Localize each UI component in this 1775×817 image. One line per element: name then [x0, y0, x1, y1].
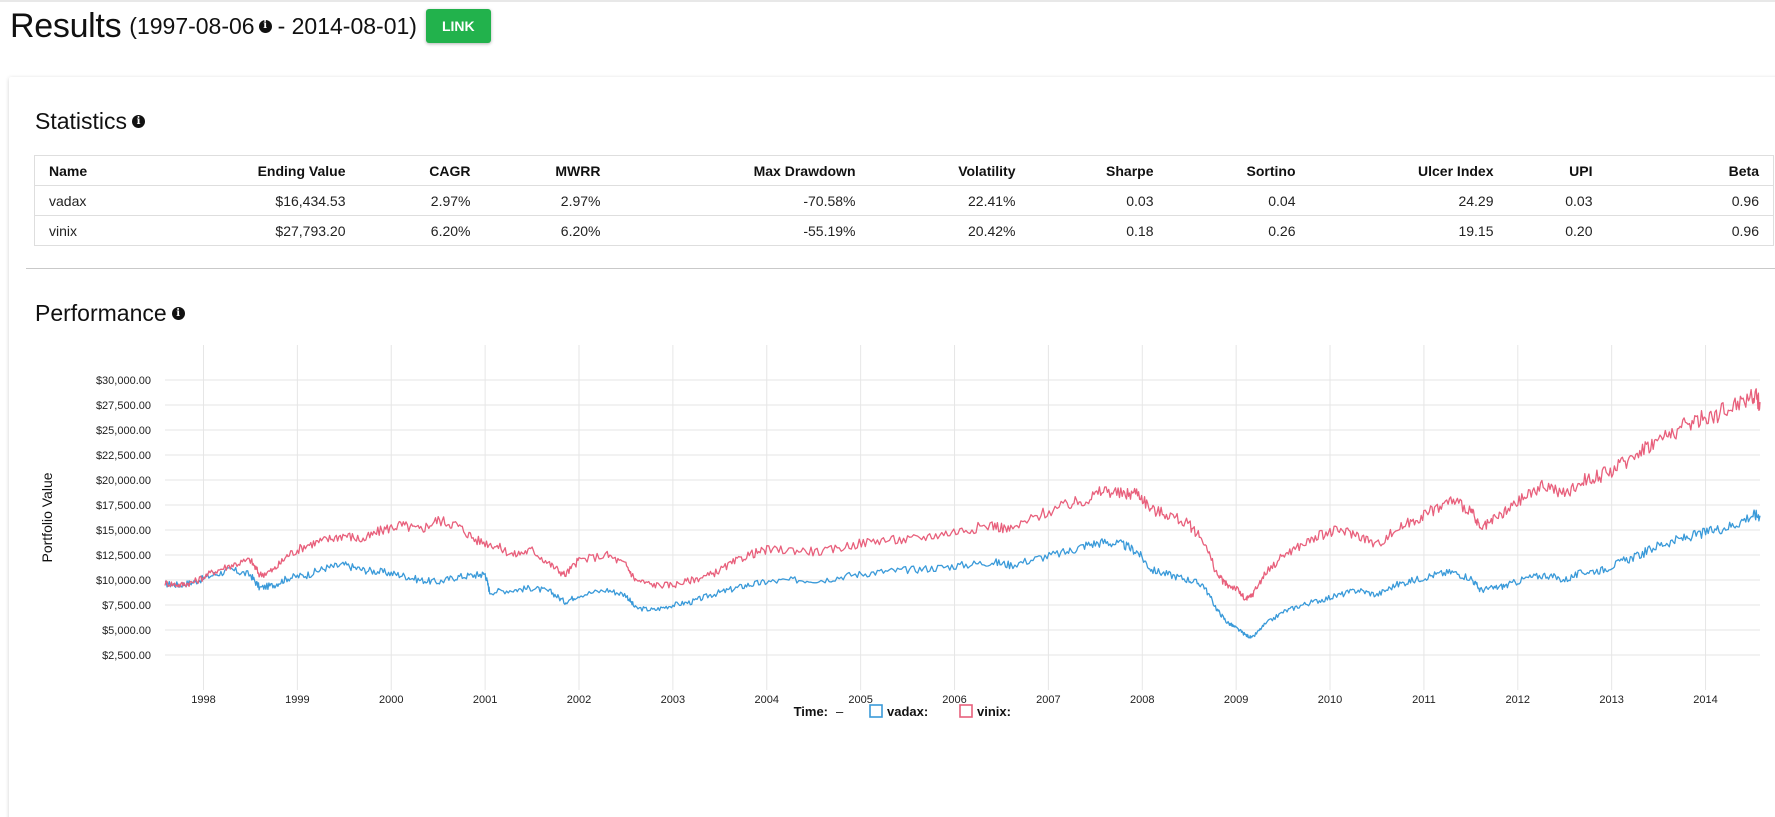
x-tick-label: 1998: [191, 694, 215, 706]
y-tick-label: $27,500.00: [96, 400, 151, 412]
date-range: (1997-08-06 i - 2014-08-01): [129, 13, 417, 40]
y-tick-label: $15,000.00: [96, 525, 151, 537]
y-axis-label: Portfolio Value: [39, 472, 55, 562]
x-tick-label: 2002: [567, 694, 591, 706]
table-cell: $16,434.53: [129, 185, 360, 216]
x-tick-label: 2006: [942, 694, 966, 706]
legend-entry-vinix: vinix:: [977, 704, 1011, 719]
x-tick-label: 2013: [1599, 694, 1623, 706]
x-tick-label: 2012: [1506, 694, 1530, 706]
series-line-vadax: [164, 509, 1761, 639]
column-header[interactable]: Beta: [1606, 155, 1774, 186]
table-cell: $27,793.20: [275, 222, 346, 239]
table-cell: vadax: [34, 185, 130, 216]
x-tick-label: 2011: [1412, 694, 1436, 706]
performance-chart[interactable]: $2,500.00 $5,000.00 $7,500.00 $10,000.00 $12…: [0, 340, 1775, 817]
date-range-end: - 2014-08-01): [277, 12, 417, 39]
table-cell: 0.26: [1268, 222, 1296, 239]
x-tick-label: 2000: [379, 694, 403, 706]
page-title: Results: [10, 6, 122, 45]
section-divider: [26, 268, 1775, 269]
table-cell: 0.03: [1029, 185, 1168, 216]
y-tick-label: $2,500.00: [102, 650, 151, 662]
date-range-start: (1997-08-06: [129, 12, 255, 39]
table-cell: 20.42%: [968, 222, 1016, 239]
table-cell: 6.20%: [430, 222, 471, 239]
x-tick-label: 2004: [755, 694, 779, 706]
column-header[interactable]: Sharpe: [1029, 155, 1168, 186]
table-cell: 0.18: [1126, 222, 1154, 239]
series-line-vinix: [164, 388, 1761, 601]
table-cell: 19.15: [1458, 222, 1494, 239]
performance-title: Performance i: [35, 300, 185, 327]
x-tick-label: 2008: [1130, 694, 1154, 706]
x-tick-label: 2010: [1318, 694, 1342, 706]
table-cell: 0.04: [1167, 185, 1310, 216]
table-cell: -70.58%: [614, 185, 870, 216]
table-cell: 22.41%: [869, 185, 1030, 216]
statistics-title-text: Statistics: [35, 108, 128, 134]
legend-time-label: Time:: [794, 704, 828, 719]
performance-info-icon[interactable]: i: [171, 307, 185, 320]
legend-entry-vadax: vadax:: [887, 704, 928, 719]
y-tick-label: $10,000.00: [96, 575, 151, 587]
table-row: vinix $27,793.20 6.20% 6.20% -55.19% 20.…: [35, 216, 1774, 246]
column-header[interactable]: Sortino: [1167, 155, 1310, 186]
table-cell: 6.20%: [560, 222, 601, 239]
statistics-info-icon[interactable]: i: [132, 115, 146, 128]
column-header[interactable]: Ending Value: [129, 155, 360, 186]
column-header[interactable]: MWRR: [484, 155, 615, 186]
performance-title-text: Performance: [35, 300, 167, 326]
x-tick-label: 2001: [473, 694, 497, 706]
statistics-table: Name Ending Value CAGR MWRR Max Drawdown…: [34, 155, 1774, 246]
column-header[interactable]: Max Drawdown: [614, 155, 870, 186]
x-tick-label: 1999: [285, 694, 309, 706]
x-tick-label: 2005: [848, 694, 872, 706]
legend-swatch-vadax: [869, 704, 883, 718]
x-tick-label: 2009: [1224, 694, 1248, 706]
y-tick-label: $30,000.00: [96, 375, 151, 387]
column-header[interactable]: Volatility: [869, 155, 1030, 186]
x-tick-label: 2003: [661, 694, 685, 706]
column-header[interactable]: Ulcer Index: [1309, 155, 1508, 186]
column-header[interactable]: Name: [34, 155, 130, 186]
table-cell: 24.29: [1309, 185, 1508, 216]
legend-time-value: –: [836, 704, 844, 719]
link-button[interactable]: LINK: [425, 9, 491, 43]
table-cell: 0.96: [1606, 185, 1774, 216]
date-range-info-icon[interactable]: i: [258, 19, 272, 33]
table-row: vadax $16,434.53 2.97% 2.97% -70.58% 22.…: [34, 185, 1774, 216]
y-tick-label: $12,500.00: [96, 550, 151, 562]
table-cell: -55.19%: [803, 222, 856, 239]
table-cell: 2.97%: [359, 185, 485, 216]
top-border: [0, 0, 1775, 2]
x-tick-label: 2014: [1693, 694, 1717, 706]
statistics-title: Statistics i: [35, 108, 146, 135]
y-tick-label: $22,500.00: [96, 450, 151, 462]
y-tick-label: $25,000.00: [96, 425, 151, 437]
y-tick-label: $7,500.00: [102, 600, 151, 612]
y-tick-label: $17,500.00: [96, 500, 151, 512]
column-header[interactable]: CAGR: [359, 155, 485, 186]
table-header-row: Name Ending Value CAGR MWRR Max Drawdown…: [34, 155, 1774, 186]
table-cell: vinix: [49, 222, 78, 239]
table-cell: 0.03: [1507, 185, 1607, 216]
y-tick-label: $20,000.00: [96, 475, 151, 487]
legend-swatch-vinix: [959, 704, 973, 718]
column-header[interactable]: UPI: [1507, 155, 1607, 186]
table-cell: 0.20: [1565, 222, 1593, 239]
table-cell: 2.97%: [484, 185, 615, 216]
x-tick-label: 2007: [1036, 694, 1060, 706]
table-cell: 0.96: [1731, 222, 1759, 239]
y-tick-label: $5,000.00: [102, 625, 151, 637]
results-header: Results (1997-08-06 i - 2014-08-01) LINK: [10, 6, 491, 46]
